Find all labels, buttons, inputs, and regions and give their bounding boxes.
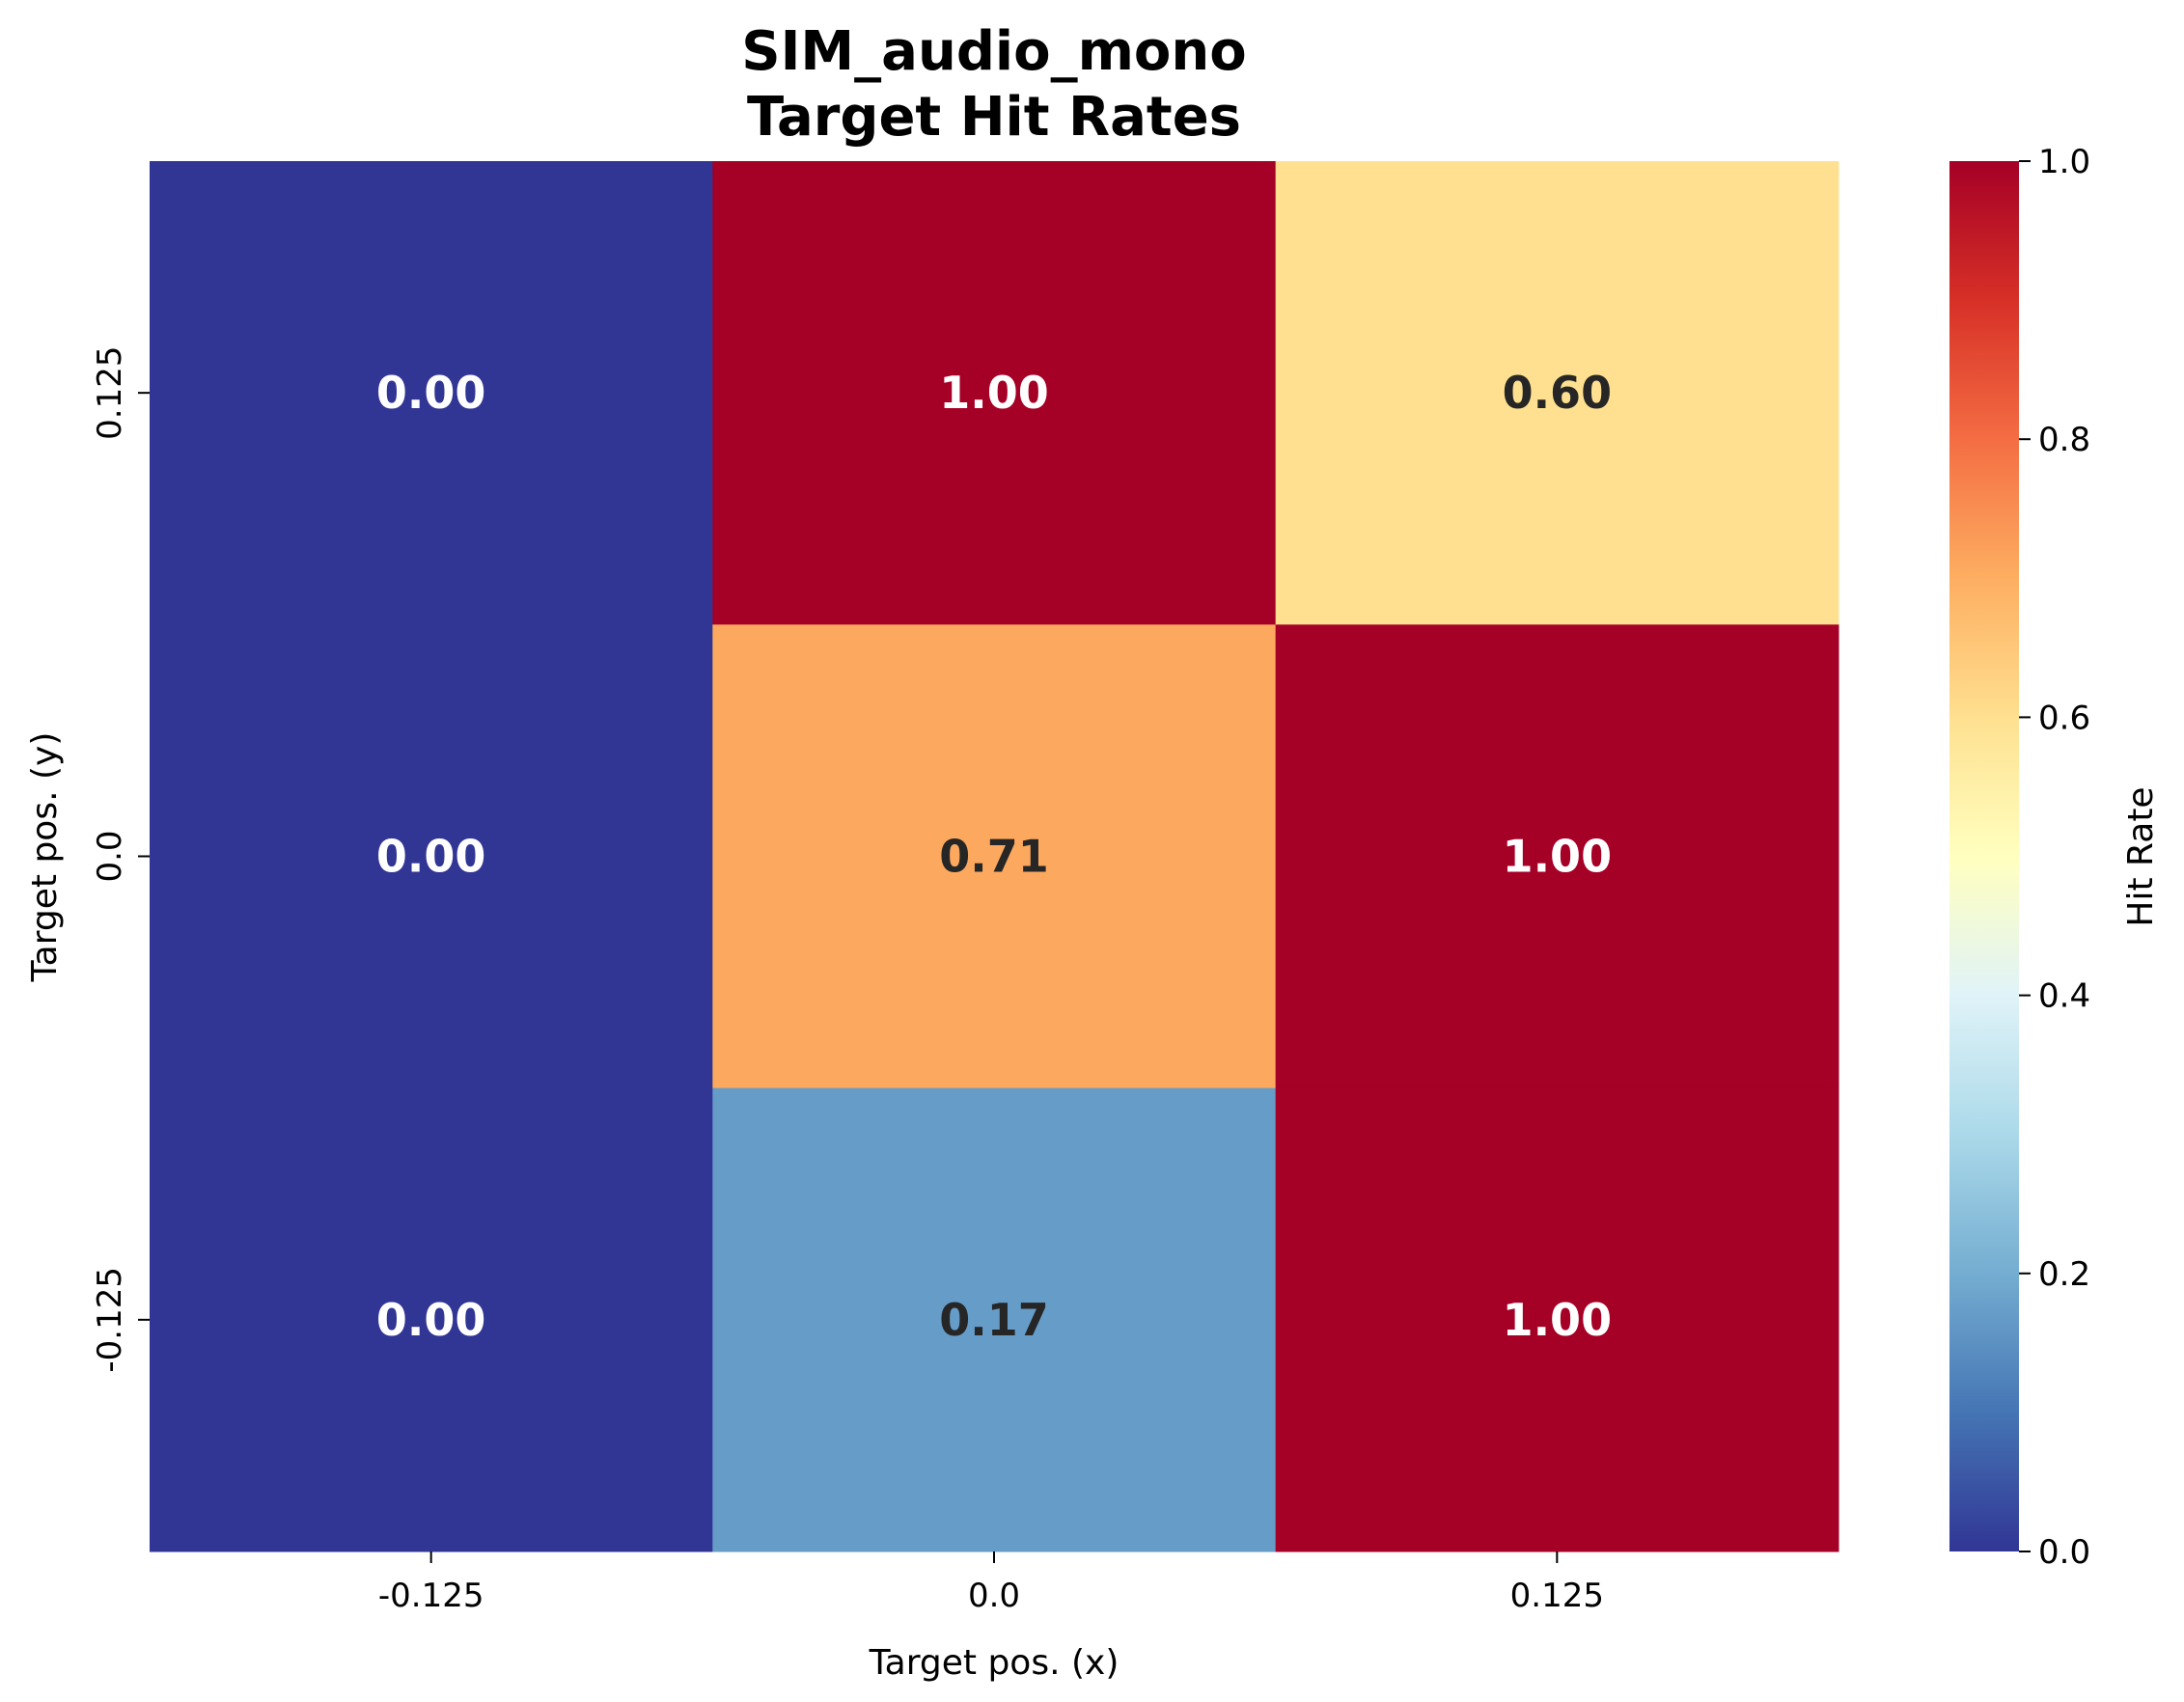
y-axis-label: Target pos. (y)	[25, 732, 65, 983]
heatmap-cell	[712, 624, 1277, 1089]
heatmap-cell	[712, 1087, 1277, 1552]
y-tick-label: 0.0	[91, 830, 129, 882]
heatmap-cell	[150, 161, 713, 625]
heatmap-cell	[712, 161, 1277, 625]
colorbar-tick-label: 0.6	[2038, 699, 2090, 737]
heatmap-cell	[1275, 624, 1839, 1089]
heatmap-cell	[150, 624, 713, 1089]
heatmap-cell-label: 0.00	[376, 1294, 486, 1346]
y-tick-label: -0.125	[91, 1267, 129, 1373]
y-tick-label: 0.125	[91, 345, 129, 439]
heatmap-cell-labels: 0.00 1.00 0.60 0.00 0.71 1.00 0.00 0.17 1.00	[376, 367, 1612, 1346]
colorbar-label: Hit Rate	[2121, 786, 2161, 926]
y-axis: 0.125 0.0 -0.125	[91, 345, 150, 1373]
heatmap-cell	[1275, 1087, 1839, 1552]
heatmap-cell-label: 0.17	[939, 1294, 1049, 1346]
colorbar-tick-label: 0.4	[2038, 977, 2090, 1016]
heatmap-cell	[150, 1087, 713, 1552]
heatmap-cell-label: 0.71	[939, 831, 1049, 883]
heatmap-cell-label: 0.00	[376, 367, 486, 419]
heatmap-cell-label: 0.00	[376, 831, 486, 883]
heatmap-cell-label: 1.00	[939, 367, 1049, 419]
colorbar-tick-label: 0.0	[2038, 1533, 2090, 1572]
chart-title-line-1: SIM_audio_mono	[741, 20, 1246, 83]
colorbar-tick-label: 0.2	[2038, 1255, 2090, 1294]
heatmap-cell-label: 0.60	[1503, 367, 1613, 419]
heatmap-cells	[150, 161, 1839, 1552]
heatmap-cell	[1275, 161, 1839, 625]
x-axis: -0.125 0.0 0.125	[378, 1551, 1604, 1615]
colorbar	[1949, 161, 2019, 1551]
x-tick-label: -0.125	[378, 1577, 484, 1615]
heatmap-cell-label: 1.00	[1503, 1294, 1613, 1346]
colorbar-tick-label: 0.8	[2038, 421, 2090, 459]
chart-title-line-2: Target Hit Rates	[747, 86, 1241, 149]
x-axis-label: Target pos. (x)	[869, 1643, 1120, 1683]
heatmap-cell-label: 1.00	[1503, 831, 1613, 883]
x-tick-label: 0.125	[1510, 1577, 1604, 1615]
x-tick-label: 0.0	[968, 1577, 1020, 1615]
colorbar-tick-label: 1.0	[2038, 143, 2090, 181]
colorbar-ticks: 0.0 0.2 0.4 0.6 0.8 1.0	[2019, 143, 2090, 1572]
